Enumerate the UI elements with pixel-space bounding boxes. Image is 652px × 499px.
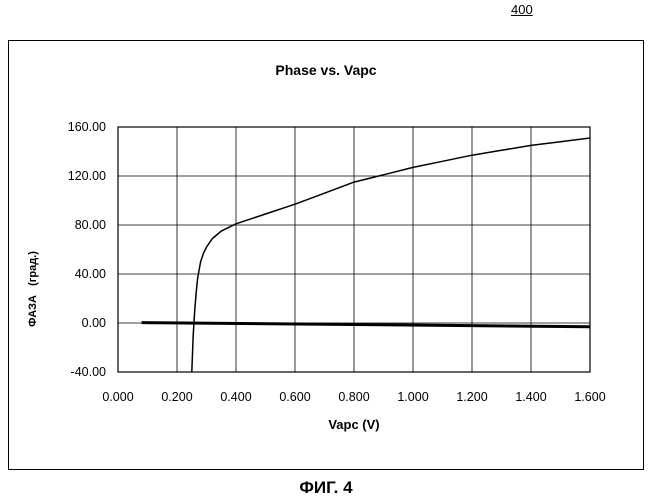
y-tick-label: 40.00	[75, 267, 106, 281]
y-tick-label: 0.00	[82, 316, 106, 330]
x-tick-label: 1.200	[456, 390, 487, 404]
figure-reference-number: 400	[511, 2, 533, 17]
y-tick-labels: 160.00 120.00 80.00 40.00 0.00 -40.00	[68, 120, 106, 379]
x-tick-label: 1.600	[574, 390, 605, 404]
y-axis-label: ФАЗА (град.)	[27, 251, 39, 327]
y-tick-label: -40.00	[71, 365, 106, 379]
x-tick-label: 1.400	[515, 390, 546, 404]
x-tick-label: 0.800	[338, 390, 369, 404]
figure-caption: ФИГ. 4	[299, 478, 353, 497]
x-tick-label: 0.200	[161, 390, 192, 404]
y-tick-label: 80.00	[75, 218, 106, 232]
series-group	[141, 137, 591, 373]
chart-title: Phase vs. Vapc	[275, 62, 376, 78]
chart-frame	[8, 40, 644, 470]
x-tick-label: 0.400	[220, 390, 251, 404]
x-tick-labels: 0.000 0.200 0.400 0.600 0.800 1.000 1.200 1.400…	[102, 390, 605, 404]
y-tick-label: 120.00	[68, 169, 106, 183]
x-tick-label: 0.000	[102, 390, 133, 404]
series-line-baseline	[141, 321, 591, 329]
grid-lines	[117, 126, 591, 373]
x-axis-label: Vapc (V)	[328, 417, 379, 432]
y-tick-label: 160.00	[68, 120, 106, 134]
x-tick-label: 1.000	[397, 390, 428, 404]
series-line-phase	[191, 137, 591, 373]
x-tick-label: 0.600	[279, 390, 310, 404]
